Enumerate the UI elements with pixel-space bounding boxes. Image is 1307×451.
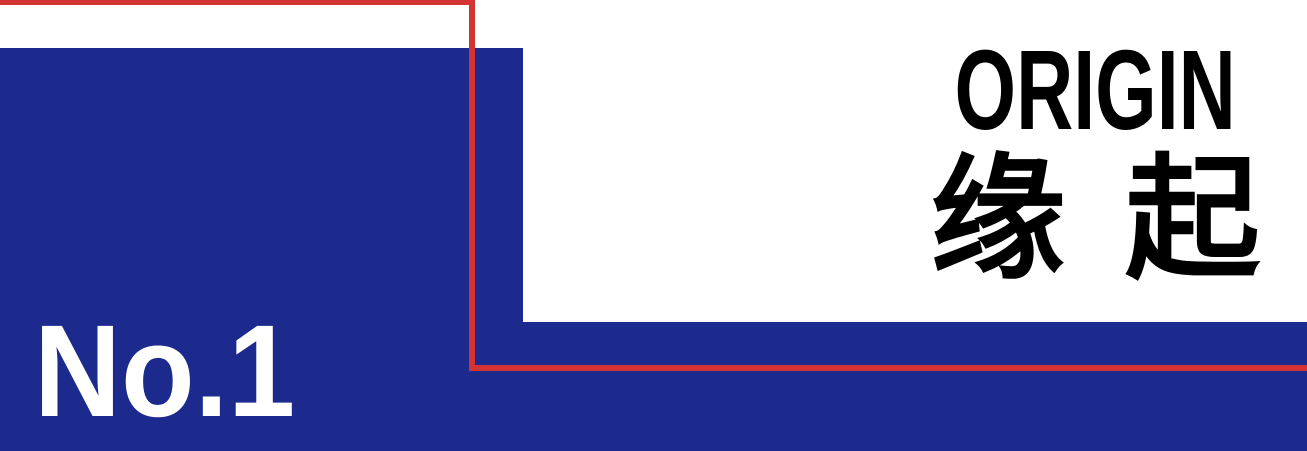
section-title-chinese: 缘 起 (930, 144, 1260, 295)
red-accent-line-top (0, 0, 475, 5)
section-number: No.1 (34, 297, 296, 444)
blue-panel-left (0, 48, 523, 451)
red-accent-line-vertical (469, 0, 475, 371)
red-accent-line-bottom (469, 365, 1307, 371)
blue-panel-bottom (523, 322, 1307, 451)
section-title-english: ORIGIN (954, 27, 1236, 153)
